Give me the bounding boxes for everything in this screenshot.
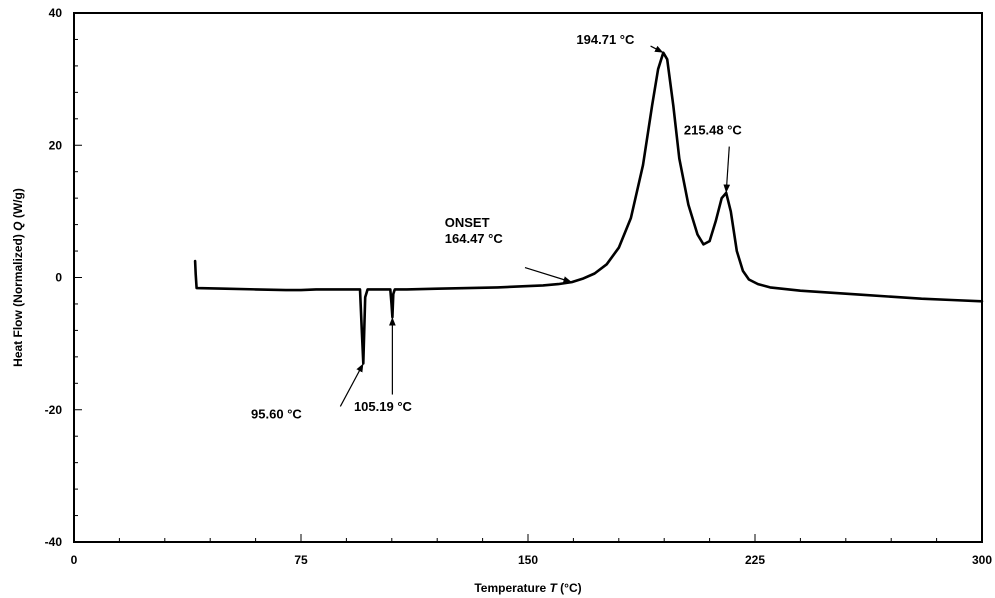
y-axis-title-text: Heat Flow (Normalized) xyxy=(11,231,25,367)
annotation-arrow xyxy=(524,267,572,283)
annotation-label: 105.19 °C xyxy=(354,399,413,414)
x-axis-title-unit: (°C) xyxy=(557,581,582,595)
annotation-label: 194.71 °C xyxy=(576,32,635,47)
plot-frame xyxy=(73,12,983,543)
y-axis-title: Heat Flow (Normalized) Q (W/g) xyxy=(11,188,25,367)
x-tick-label: 150 xyxy=(518,553,538,567)
annotation: 194.71 °C xyxy=(576,32,635,47)
x-axis-title: Temperature T (°C) xyxy=(474,581,581,595)
annotation-label: 95.60 °C xyxy=(251,406,302,421)
x-tick-label: 75 xyxy=(294,553,308,567)
x-tick-label: 225 xyxy=(745,553,765,567)
y-tick-label: -40 xyxy=(45,535,63,549)
y-tick-label: -20 xyxy=(45,403,63,417)
annotation: 95.60 °C xyxy=(251,406,302,421)
y-axis-ticks: 40 20 0 -20 -40 xyxy=(45,6,82,549)
x-axis-ticks: 0 75 150 225 300 xyxy=(71,534,992,567)
annotation-arrow xyxy=(339,363,364,407)
annotation-arrow xyxy=(723,146,731,193)
annotation-label: 215.48 °C xyxy=(684,123,743,138)
annotation: 105.19 °C xyxy=(354,399,413,414)
y-axis-title-variable: Q xyxy=(11,221,25,231)
y-tick-label: 40 xyxy=(49,6,63,20)
y-tick-label: 0 xyxy=(55,271,62,285)
y-tick-label: 20 xyxy=(49,138,63,152)
x-axis-title-variable: T xyxy=(550,581,559,595)
heat-flow-curve xyxy=(193,51,984,365)
x-tick-label: 300 xyxy=(972,553,992,567)
annotation-label: 164.47 °C xyxy=(445,231,504,246)
annotation: 215.48 °C xyxy=(684,123,743,138)
x-axis-title-text: Temperature xyxy=(474,581,549,595)
annotation-label: ONSET xyxy=(445,215,490,230)
x-tick-label: 0 xyxy=(71,553,78,567)
annotation-arrow xyxy=(650,45,664,54)
y-axis-title-unit: (W/g) xyxy=(11,188,25,221)
heat-flow-curve-layer xyxy=(193,51,984,365)
